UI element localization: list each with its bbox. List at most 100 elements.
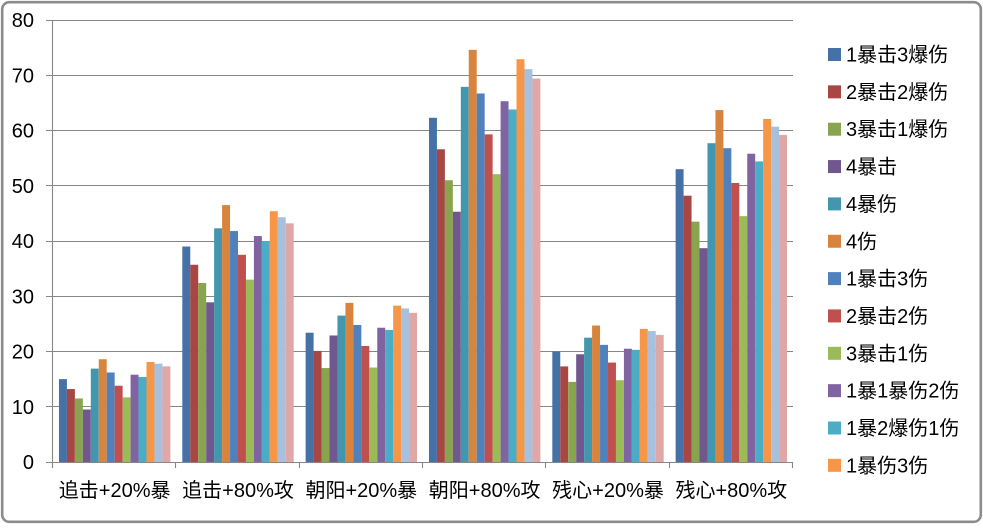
legend-marker <box>828 160 841 174</box>
bar <box>691 221 700 462</box>
bar <box>214 228 223 462</box>
legend-label: 3暴击1伤 <box>846 342 928 365</box>
bar <box>468 49 477 463</box>
bar <box>377 327 386 462</box>
legend-marker <box>828 309 841 323</box>
bar <box>516 59 525 462</box>
bar <box>731 182 740 463</box>
bar <box>779 134 788 463</box>
legend-marker <box>828 458 841 472</box>
bar <box>401 308 410 462</box>
bar <box>393 305 402 462</box>
bar <box>238 254 246 462</box>
category-label: 朝阳+20%暴 <box>305 479 417 502</box>
bar <box>623 348 632 462</box>
category-label: 残心+80%攻 <box>675 479 787 502</box>
legend-marker <box>828 85 841 99</box>
bar <box>552 351 561 462</box>
legend-label: 1暴击3爆伤 <box>846 44 948 67</box>
bar <box>707 143 716 462</box>
category-label: 追击+80%攻 <box>182 479 294 502</box>
bar <box>74 398 83 462</box>
bar <box>90 368 99 462</box>
y-axis-label: 20 <box>12 342 34 364</box>
legend-label: 1暴击3伤 <box>846 268 928 291</box>
bar <box>508 109 517 462</box>
bar <box>476 93 485 463</box>
bar <box>755 161 764 462</box>
bar <box>600 344 608 462</box>
bar <box>82 409 91 462</box>
bar <box>568 381 577 462</box>
bar <box>138 376 147 462</box>
bar <box>122 397 131 462</box>
bar <box>369 367 378 462</box>
bar <box>222 205 231 462</box>
bar <box>560 366 569 462</box>
category-label: 朝阳+80%攻 <box>429 479 541 502</box>
y-axis-label: 10 <box>12 397 34 419</box>
bar <box>500 101 509 462</box>
bar <box>655 334 664 462</box>
bar <box>608 362 616 462</box>
bar <box>198 282 207 462</box>
bar <box>460 86 469 462</box>
bar <box>98 359 107 462</box>
bar <box>353 324 362 462</box>
bar <box>683 195 692 462</box>
legend-label: 4伤 <box>846 230 877 253</box>
legend-label: 4暴伤 <box>846 193 897 216</box>
bar <box>592 325 601 462</box>
bar <box>584 337 593 462</box>
bar <box>313 350 322 462</box>
legend-marker <box>828 122 841 136</box>
bar <box>675 169 684 463</box>
legend-label: 2暴击2爆伤 <box>846 81 948 104</box>
bar <box>361 345 370 462</box>
y-axis-label: 40 <box>12 231 34 253</box>
bar <box>162 366 171 462</box>
bar <box>182 246 191 462</box>
legend-marker <box>828 346 841 360</box>
y-axis-label: 50 <box>12 176 34 198</box>
bar <box>747 153 756 462</box>
bar <box>436 149 445 462</box>
legend-label: 2暴击2伤 <box>846 305 928 328</box>
legend-label: 3暴击1爆伤 <box>846 118 948 141</box>
bar <box>230 231 238 462</box>
bar <box>452 211 461 462</box>
bar <box>723 148 732 462</box>
bar <box>106 372 115 462</box>
bar <box>532 78 541 462</box>
bar <box>444 180 453 462</box>
bar <box>428 117 437 462</box>
bar <box>631 349 640 462</box>
bar <box>639 328 648 462</box>
bar <box>305 332 314 462</box>
bar <box>763 118 772 463</box>
bar <box>146 361 155 462</box>
bar <box>277 217 286 462</box>
bar <box>492 174 501 462</box>
bar <box>576 354 585 462</box>
bar <box>58 379 67 462</box>
legend-label: 4暴击 <box>846 156 897 179</box>
legend-label: 1暴1暴伤2伤 <box>846 380 959 403</box>
bar <box>154 363 163 462</box>
bar <box>321 368 330 462</box>
bar <box>130 374 139 462</box>
bar <box>385 329 394 462</box>
y-axis-label: 80 <box>12 10 34 32</box>
bar <box>647 331 656 462</box>
bar <box>715 110 724 463</box>
bar <box>337 315 346 462</box>
bar <box>771 126 780 462</box>
category-label: 追击+20%暴 <box>59 479 171 502</box>
legend-marker <box>828 234 841 248</box>
bar <box>253 236 262 462</box>
legend-marker <box>828 421 841 435</box>
bar <box>615 380 624 462</box>
bar <box>206 302 215 462</box>
